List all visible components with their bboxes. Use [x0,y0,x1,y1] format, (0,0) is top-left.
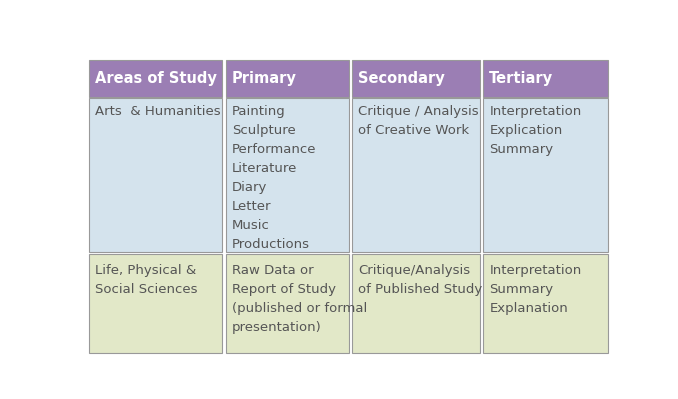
Text: Critique/Analysis
of Published Study: Critique/Analysis of Published Study [358,264,482,296]
Bar [483,60,607,97]
Bar [352,60,480,97]
Bar [352,254,480,353]
Text: Raw Data or
Report of Study
(published or formal
presentation): Raw Data or Report of Study (published o… [232,264,367,334]
Text: Secondary: Secondary [358,71,445,86]
Bar [226,254,348,353]
Text: Tertiary: Tertiary [490,71,553,86]
Text: Interpretation
Explication
Summary: Interpretation Explication Summary [490,105,582,156]
Text: Arts  & Humanities: Arts & Humanities [95,105,221,119]
Bar [89,60,222,97]
Text: Painting
Sculpture
Performance
Literature
Diary
Letter
Music
Productions: Painting Sculpture Performance Literatur… [232,105,317,251]
Bar [89,254,222,353]
Text: Primary: Primary [232,71,297,86]
Bar [352,98,480,252]
Bar [483,254,607,353]
Text: Critique / Analysis
of Creative Work: Critique / Analysis of Creative Work [358,105,479,137]
Bar [483,98,607,252]
Bar [226,60,348,97]
Bar [226,98,348,252]
Bar [89,98,222,252]
Text: Areas of Study: Areas of Study [95,71,217,86]
Text: Interpretation
Summary
Explanation: Interpretation Summary Explanation [490,264,582,314]
Text: Life, Physical &
Social Sciences: Life, Physical & Social Sciences [95,264,198,296]
